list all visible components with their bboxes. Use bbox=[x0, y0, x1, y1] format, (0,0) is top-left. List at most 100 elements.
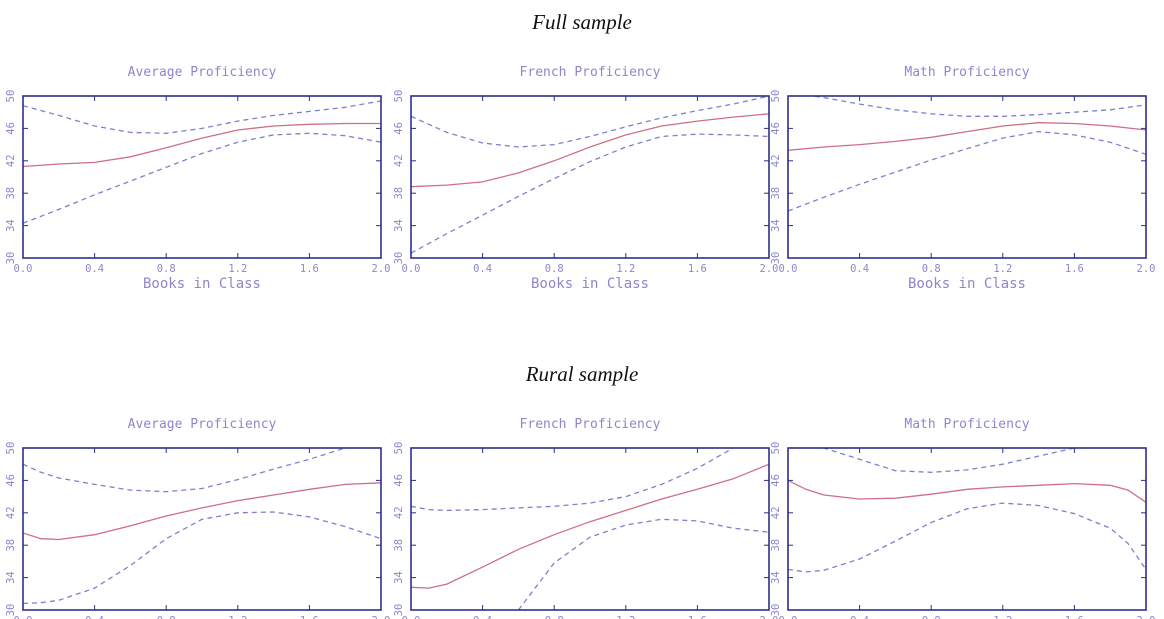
x-tick-label: 1.2 bbox=[993, 615, 1012, 619]
x-tick-label: 0.4 bbox=[85, 263, 104, 275]
x-tick-label: 1.2 bbox=[228, 263, 247, 275]
fitted-line bbox=[411, 113, 769, 188]
y-tick-label: 30 bbox=[393, 252, 405, 265]
chart-panel: Math Proficiency 0.0 0.4 0.8 1.2 1.6 2.0 30 34 38… bbox=[770, 417, 1155, 619]
confidence-band-line bbox=[23, 132, 381, 224]
plot-frame bbox=[22, 95, 382, 259]
x-tick-label: 2.0 bbox=[372, 615, 391, 619]
x-tick-label: 1.6 bbox=[300, 615, 319, 619]
x-tick-label: 0.8 bbox=[545, 263, 564, 275]
x-tick-label: 2.0 bbox=[1137, 615, 1156, 619]
y-tick-label: 38 bbox=[770, 187, 782, 200]
confidence-band-line bbox=[23, 100, 381, 134]
y-tick-label: 50 bbox=[770, 90, 782, 103]
confidence-band-line bbox=[788, 130, 1146, 212]
x-tick-label: 2.0 bbox=[372, 263, 391, 275]
plot-frame bbox=[410, 447, 770, 611]
confidence-band-line bbox=[23, 511, 381, 605]
x-tick-label: 1.6 bbox=[688, 615, 707, 619]
chart-title: Average Proficiency bbox=[128, 65, 277, 80]
y-tick-label: 50 bbox=[5, 442, 17, 455]
y-tick-label: 34 bbox=[393, 571, 405, 584]
x-tick-label: 1.2 bbox=[993, 263, 1012, 275]
x-tick-label: 0.0 bbox=[779, 263, 798, 275]
y-tick-label: 34 bbox=[770, 571, 782, 584]
y-tick-label: 42 bbox=[5, 506, 17, 519]
y-tick-label: 46 bbox=[770, 122, 782, 135]
y-tick-label: 38 bbox=[393, 539, 405, 552]
x-tick-label: 0.4 bbox=[473, 263, 492, 275]
chart-panel: Average Proficiency 0.0 0.4 0.8 1.2 1.6 2.0 30 3… bbox=[5, 65, 390, 292]
y-tick-label: 34 bbox=[393, 219, 405, 232]
x-tick-label: 0.8 bbox=[157, 615, 176, 619]
chart-panel: Average Proficiency 0.0 0.4 0.8 1.2 1.6 2.0 30 3… bbox=[5, 417, 390, 619]
chart-title: Math Proficiency bbox=[904, 417, 1029, 432]
y-tick-label: 34 bbox=[5, 571, 17, 584]
y-tick-label: 30 bbox=[5, 252, 17, 265]
y-tick-label: 50 bbox=[770, 442, 782, 455]
x-tick-label: 0.0 bbox=[14, 263, 33, 275]
x-tick-label: 1.2 bbox=[228, 615, 247, 619]
y-tick-label: 50 bbox=[5, 90, 17, 103]
x-tick-label: 0.8 bbox=[922, 615, 941, 619]
y-tick-label: 46 bbox=[770, 474, 782, 487]
confidence-band-line bbox=[411, 96, 769, 148]
x-axis-label: Books in Class bbox=[531, 276, 649, 292]
x-tick-label: 0.4 bbox=[85, 615, 104, 619]
y-tick-label: 34 bbox=[770, 219, 782, 232]
x-axis-label: Books in Class bbox=[143, 276, 261, 292]
confidence-band-line bbox=[788, 502, 1146, 573]
y-tick-label: 50 bbox=[393, 442, 405, 455]
plot-frame bbox=[22, 447, 382, 611]
y-tick-label: 42 bbox=[5, 154, 17, 167]
fitted-line bbox=[23, 122, 381, 168]
y-tick-label: 38 bbox=[393, 187, 405, 200]
y-tick-label: 30 bbox=[770, 604, 782, 617]
confidence-band-line bbox=[517, 518, 769, 610]
x-tick-label: 0.0 bbox=[779, 615, 798, 619]
x-tick-label: 1.6 bbox=[688, 263, 707, 275]
plot-frame bbox=[787, 447, 1147, 611]
chart-title: Math Proficiency bbox=[904, 65, 1029, 80]
x-tick-label: 0.8 bbox=[545, 615, 564, 619]
y-tick-label: 50 bbox=[393, 90, 405, 103]
section-title-rural-sample: Rural sample bbox=[525, 362, 639, 386]
y-tick-label: 38 bbox=[5, 187, 17, 200]
fitted-line bbox=[788, 122, 1146, 151]
chart-title: French Proficiency bbox=[520, 65, 661, 80]
x-tick-label: 0.4 bbox=[850, 263, 869, 275]
chart-panel: French Proficiency 0.0 0.4 0.8 1.2 1.6 2.0 30 34… bbox=[393, 65, 778, 292]
x-tick-label: 1.6 bbox=[1065, 263, 1084, 275]
y-tick-label: 38 bbox=[5, 539, 17, 552]
fitted-line bbox=[23, 482, 381, 541]
x-tick-label: 1.2 bbox=[616, 263, 635, 275]
y-tick-label: 42 bbox=[770, 154, 782, 167]
x-tick-label: 0.0 bbox=[402, 263, 421, 275]
x-tick-label: 1.6 bbox=[1065, 615, 1084, 619]
y-tick-label: 46 bbox=[393, 122, 405, 135]
fitted-line bbox=[411, 463, 769, 589]
x-tick-label: 2.0 bbox=[1137, 263, 1156, 275]
confidence-band-line bbox=[23, 448, 348, 493]
y-tick-label: 42 bbox=[393, 506, 405, 519]
chart-panel: French Proficiency 0.0 0.4 0.8 1.2 1.6 2.0 30 34… bbox=[393, 417, 778, 619]
confidence-band-line bbox=[809, 96, 1146, 117]
x-tick-label: 0.4 bbox=[850, 615, 869, 619]
x-tick-label: 0.8 bbox=[922, 263, 941, 275]
y-tick-label: 46 bbox=[393, 474, 405, 487]
x-axis-label: Books in Class bbox=[908, 276, 1026, 292]
y-tick-label: 46 bbox=[5, 474, 17, 487]
section-title-full-sample: Full sample bbox=[532, 10, 632, 34]
fitted-line bbox=[788, 479, 1146, 503]
chart-panel: Math Proficiency 0.0 0.4 0.8 1.2 1.6 2.0 30 34 38… bbox=[770, 65, 1155, 292]
confidence-band-line bbox=[411, 448, 735, 512]
plot-frame bbox=[787, 95, 1147, 259]
x-tick-label: 0.0 bbox=[14, 615, 33, 619]
y-tick-label: 38 bbox=[770, 539, 782, 552]
confidence-band-line bbox=[411, 133, 769, 254]
y-tick-label: 30 bbox=[770, 252, 782, 265]
x-tick-label: 0.4 bbox=[473, 615, 492, 619]
plot-frame bbox=[410, 95, 770, 259]
